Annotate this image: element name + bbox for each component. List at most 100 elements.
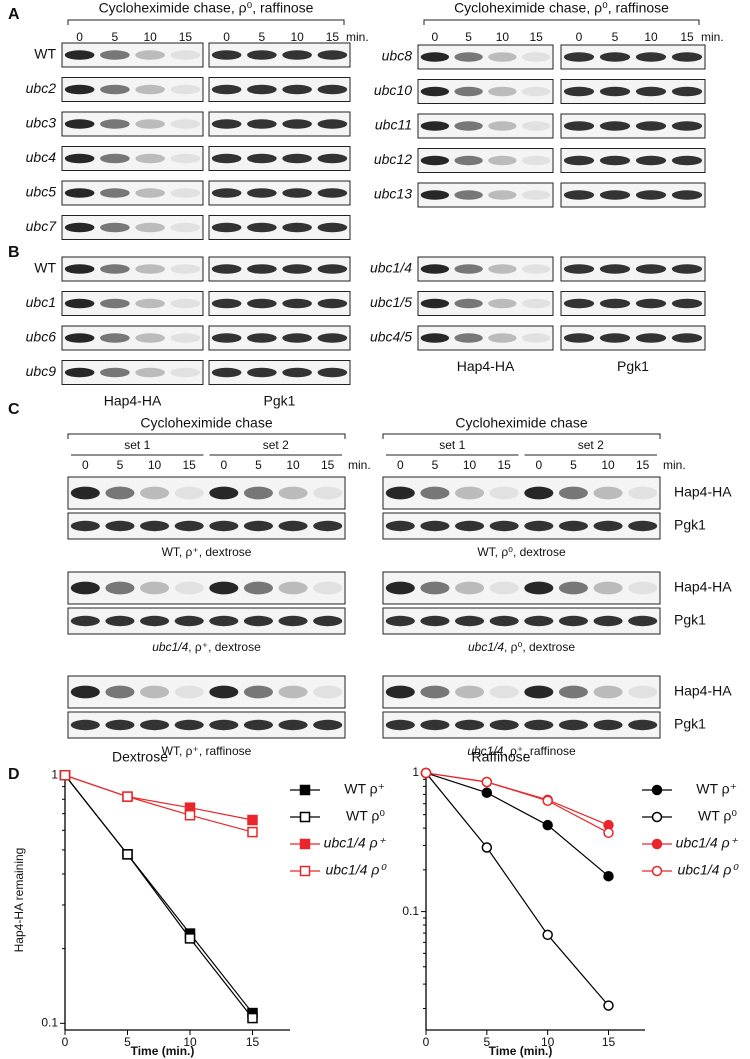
blot-band	[563, 155, 595, 166]
legend-label: WT ρ⁺	[344, 781, 385, 797]
blot-band	[420, 719, 450, 731]
set-label: set 1	[124, 438, 150, 452]
x-tick-label: 10	[541, 1035, 555, 1049]
series-line	[425, 772, 609, 834]
set-label: set 1	[439, 438, 465, 452]
blot-band	[455, 581, 485, 595]
time-label: 10	[463, 458, 477, 472]
blot-band	[211, 367, 242, 378]
blot-band	[282, 367, 312, 378]
blot-band	[558, 615, 588, 627]
caption-strain: ubc1/4	[467, 744, 503, 758]
blot-band	[454, 190, 483, 200]
blot-caption: ubc1/4, ρ⁰, dextrose	[468, 640, 575, 654]
blot-band	[247, 298, 277, 309]
blot-band	[628, 520, 658, 532]
time-label: 5	[117, 458, 124, 472]
blot-band	[488, 333, 517, 343]
blot-band	[170, 298, 201, 309]
blot-band	[488, 264, 517, 274]
data-point	[542, 929, 553, 941]
x-axis-label: Time (min.)	[489, 1044, 553, 1058]
blot-band	[599, 298, 631, 309]
blot-band	[278, 615, 308, 627]
data-point	[481, 787, 493, 798]
blot-band	[278, 520, 308, 532]
blot-band	[135, 333, 165, 343]
strain-label: ubc13	[374, 186, 412, 202]
blot-band	[521, 333, 551, 343]
blot-band	[209, 486, 239, 500]
protein-label: Pgk1	[674, 612, 706, 628]
blot-band	[385, 520, 415, 532]
panel-letter: C	[8, 401, 20, 418]
blot-band	[313, 685, 343, 699]
blot-band	[100, 367, 130, 378]
bracket	[423, 19, 700, 25]
blot-band	[671, 333, 703, 343]
series-line	[425, 772, 609, 1006]
blot-band	[282, 333, 312, 343]
y-tick-label: 0.1	[402, 904, 419, 918]
blot-band	[174, 685, 204, 699]
blot-band	[317, 333, 348, 343]
blot-band	[593, 486, 623, 500]
blot-band	[135, 367, 165, 378]
caption-strain: ubc1/4	[468, 640, 504, 654]
blot-band	[170, 264, 201, 274]
blot-band	[64, 119, 95, 129]
blot-band	[100, 333, 130, 343]
legend-marker	[299, 811, 311, 823]
legend-marker	[651, 865, 663, 877]
data-point	[542, 795, 553, 807]
time-label: 0	[432, 30, 439, 44]
blot-band	[489, 486, 519, 500]
blot-band	[420, 520, 450, 532]
blot-band	[247, 50, 277, 60]
x-tick-label: 15	[246, 1035, 260, 1049]
caption-conditions: , ρ⁰, dextrose	[504, 640, 575, 654]
blot-band	[317, 367, 348, 378]
x-tick-label: 0	[423, 1035, 430, 1049]
blot-band	[628, 615, 658, 627]
data-point	[247, 1012, 258, 1024]
blot-band	[628, 685, 658, 699]
blot-caption: ubc1/4, ρ⁺, raffinose	[467, 744, 576, 758]
time-label: 10	[143, 30, 157, 44]
legend-marker	[651, 811, 663, 823]
strain-label: ubc7	[26, 218, 58, 234]
blot-band	[247, 222, 277, 233]
blot-band	[635, 121, 667, 131]
blot-band	[521, 52, 551, 62]
caption-conditions: , ρ⁺, dextrose	[179, 545, 252, 559]
blot-band	[282, 222, 312, 233]
caption-strain: WT	[477, 545, 496, 559]
x-tick-label: 15	[602, 1035, 616, 1049]
blot-band	[209, 581, 239, 595]
blot-band	[282, 298, 312, 309]
chase-header: Cycloheximide chase	[455, 415, 587, 431]
blot-band	[488, 155, 517, 166]
blot-band	[247, 119, 277, 129]
blot-band	[454, 121, 483, 131]
blot-band	[563, 190, 595, 200]
legend-marker	[299, 865, 311, 877]
time-label: 0	[82, 458, 89, 472]
bracket	[67, 433, 346, 439]
blot-band	[105, 615, 135, 627]
blot-band	[174, 486, 204, 500]
blot-band	[420, 685, 450, 699]
blot-band	[635, 86, 667, 97]
blot-band	[135, 50, 165, 60]
blot-band	[174, 615, 204, 627]
blot-band	[278, 685, 308, 699]
blot-band	[563, 298, 595, 309]
blot-band	[317, 50, 348, 60]
strain-label: ubc4/5	[370, 329, 412, 345]
time-label: 10	[601, 458, 615, 472]
strain-label: WT	[34, 260, 56, 276]
legend-label: ubc1/4 ρ⁺	[324, 835, 387, 851]
blot-band	[489, 685, 519, 699]
blot-band	[454, 86, 483, 97]
